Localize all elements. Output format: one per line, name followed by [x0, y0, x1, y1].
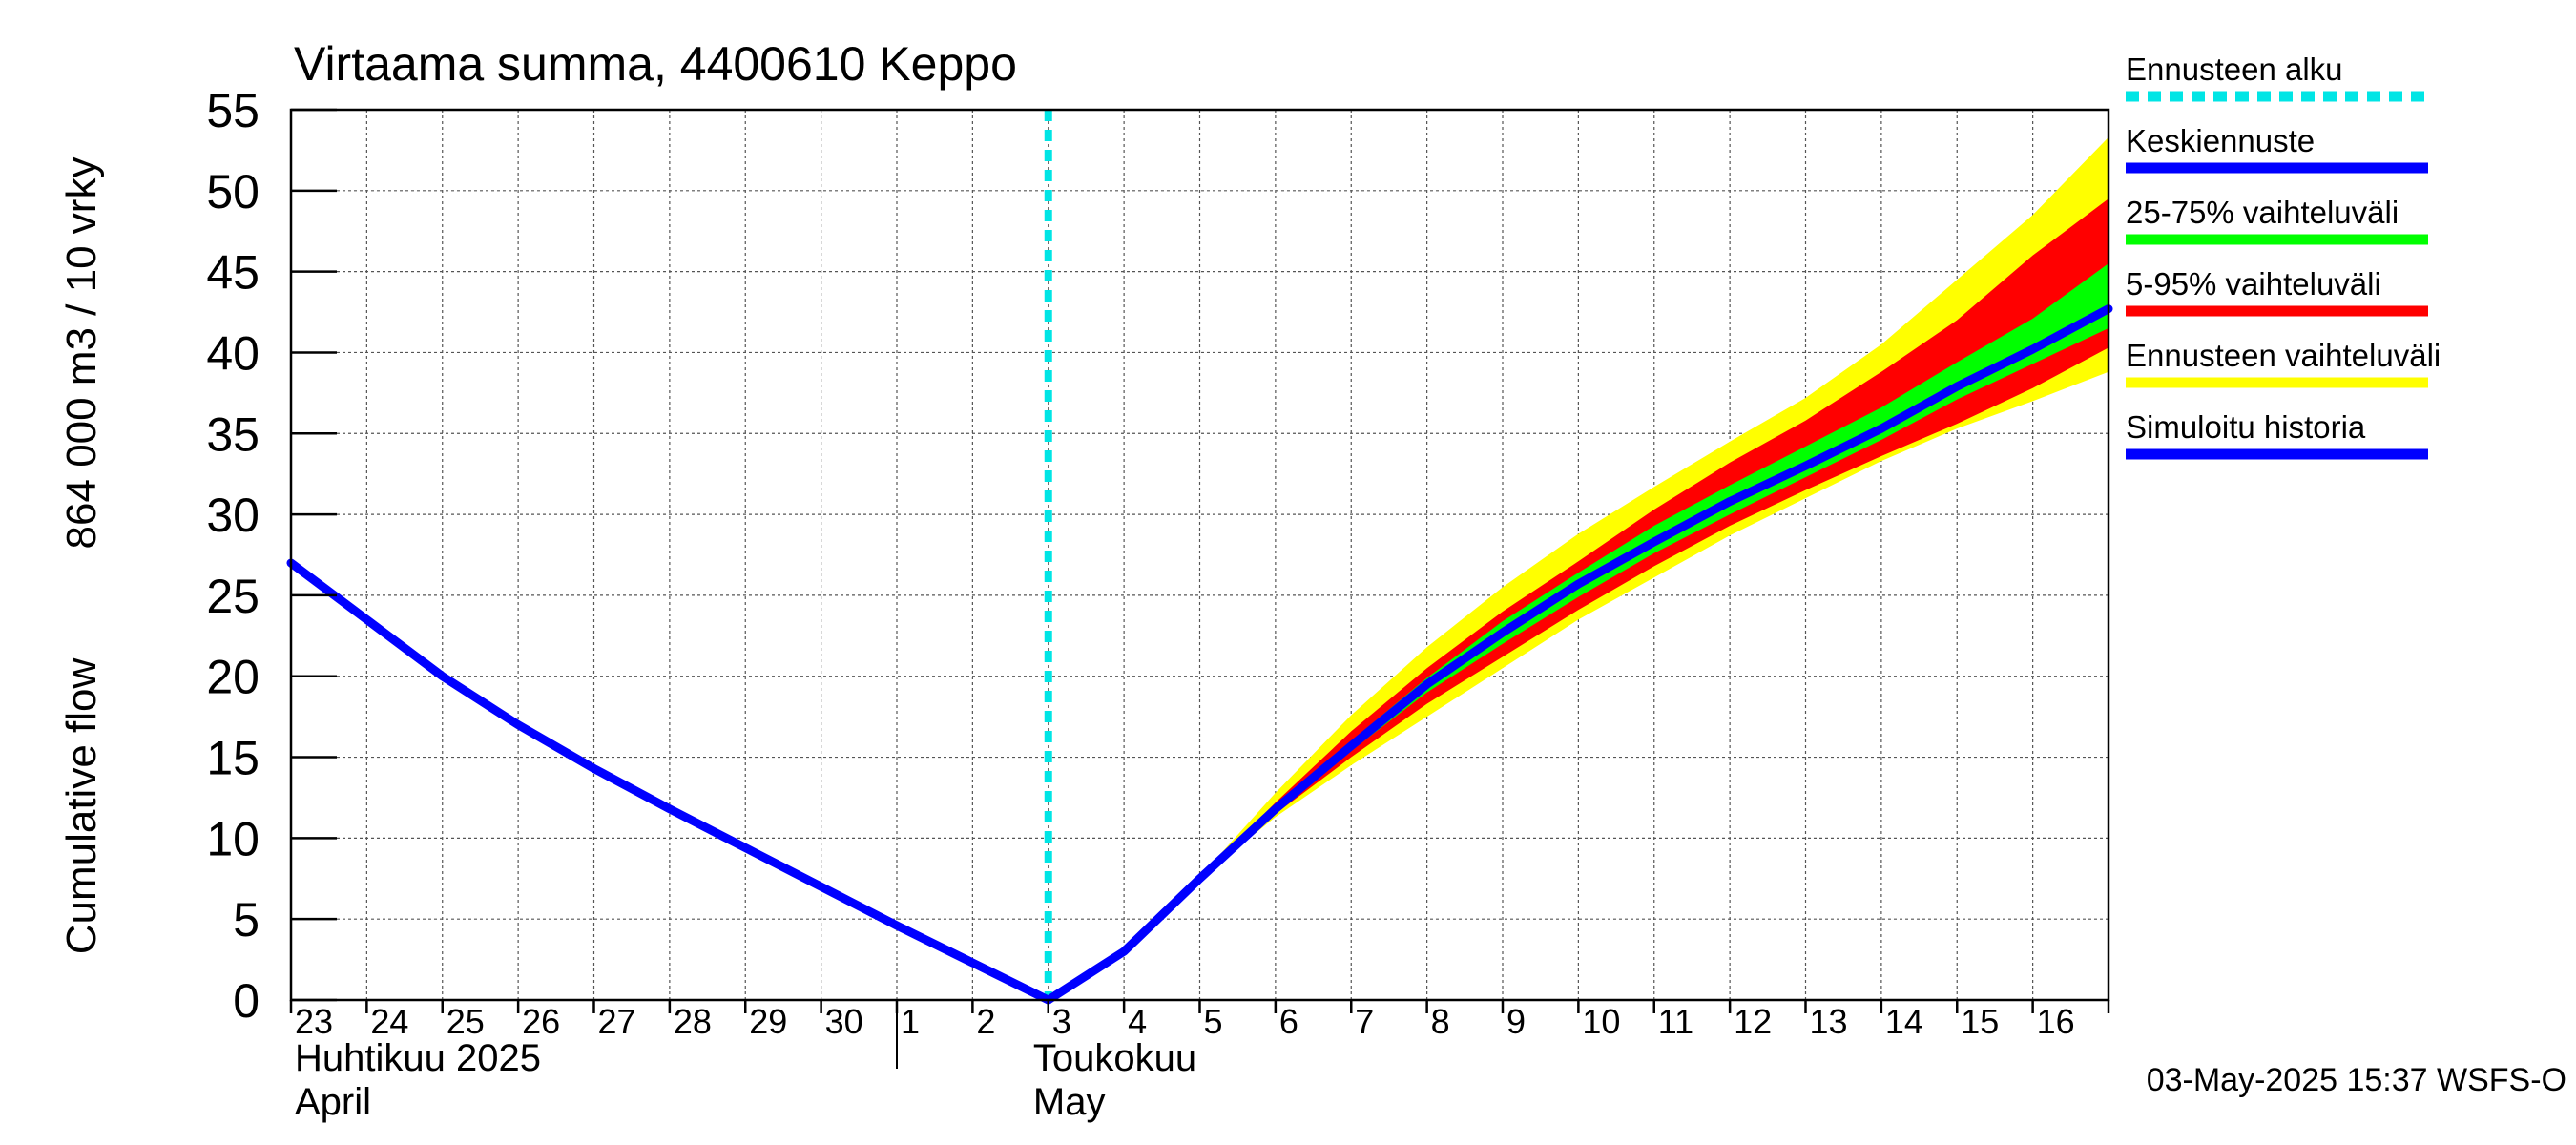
- y-axis-label-line1: Cumulative flow: [58, 658, 105, 955]
- x-tick-label: 25: [447, 1002, 485, 1041]
- y-tick-labels: 0 5 10 15 20 25 30 35 40 45 50 55: [206, 84, 260, 1028]
- plot-area: [291, 110, 2109, 1000]
- x-tick-label: 12: [1734, 1002, 1772, 1041]
- legend-label: Ennusteen vaihteluväli: [2126, 338, 2441, 373]
- month-label-fi: Huhtikuu 2025: [295, 1037, 541, 1079]
- x-tick-label: 6: [1279, 1002, 1298, 1041]
- y-tick-label: 55: [206, 84, 260, 137]
- x-tick-label: 14: [1885, 1002, 1923, 1041]
- x-tick-label: 9: [1506, 1002, 1526, 1041]
- y-tick-label: 5: [233, 893, 260, 947]
- x-tick-label: 27: [598, 1002, 636, 1041]
- y-tick-label: 45: [206, 246, 260, 300]
- month-label-en: April: [295, 1081, 371, 1123]
- legend: Ennusteen alku Keskiennuste 25-75% vaihtel…: [2126, 52, 2441, 460]
- x-tick-label: 3: [1052, 1002, 1071, 1041]
- x-tick-label: 4: [1128, 1002, 1147, 1041]
- y-tick-label: 25: [206, 570, 260, 623]
- legend-label: 5-95% vaihteluväli: [2126, 266, 2381, 302]
- legend-label: Keskiennuste: [2126, 123, 2315, 158]
- band-5-95% vaihteluväli: [1048, 198, 2109, 1001]
- x-tick-label: 5: [1204, 1002, 1223, 1041]
- y-tick-label: 15: [206, 732, 260, 785]
- x-tick-label: 2: [976, 1002, 995, 1041]
- x-tick-label: 10: [1582, 1002, 1620, 1041]
- y-tick-label: 50: [206, 165, 260, 219]
- axes-frame: [289, 108, 2110, 1069]
- x-tick-label: 11: [1658, 1002, 1693, 1041]
- x-tick-label: 8: [1431, 1002, 1450, 1041]
- x-tick-labels: 23 24 25 26 27 28 29 30 1 2 3 4 5 6 7 8 9 10 11 12 13 14 15 16: [295, 1002, 2075, 1041]
- x-tick-label: 16: [2037, 1002, 2075, 1041]
- x-tick-label: 29: [749, 1002, 787, 1041]
- x-tick-label: 30: [825, 1002, 863, 1041]
- x-tick-label: 28: [674, 1002, 712, 1041]
- legend-label: Simuloitu historia: [2126, 409, 2366, 445]
- month-label-en: May: [1033, 1081, 1106, 1123]
- y-tick-label: 20: [206, 651, 260, 704]
- month-label-fi: Toukokuu: [1033, 1037, 1196, 1079]
- chart-title: Virtaama summa, 4400610 Keppo: [294, 37, 1017, 91]
- series-line-Keskiennuste: [1044, 304, 2113, 1005]
- series-lines: [286, 110, 2113, 1005]
- x-tick-label: 7: [1355, 1002, 1374, 1041]
- footer-timestamp: 03-May-2025 15:37 WSFS-O: [2147, 1062, 2566, 1098]
- y-axis-label: Cumulative flow 864 000 m3 / 10 vrky: [58, 157, 105, 955]
- x-tick-label: 13: [1810, 1002, 1848, 1041]
- series-line-Simuloitu historia: [286, 558, 1053, 1005]
- y-tick-label: 30: [206, 489, 260, 542]
- y-axis-label-line2: 864 000 m3 / 10 vrky: [58, 157, 105, 550]
- y-tick-label: 10: [206, 812, 260, 865]
- plot-background: [291, 110, 2109, 1000]
- y-tick-label: 35: [206, 407, 260, 461]
- x-tick-label: 26: [522, 1002, 560, 1041]
- legend-label: Ennusteen alku: [2126, 52, 2343, 87]
- y-tick-label: 0: [233, 974, 260, 1028]
- y-tick-label: 40: [206, 326, 260, 380]
- legend-label: 25-75% vaihteluväli: [2126, 195, 2399, 230]
- x-tick-label: 23: [295, 1002, 333, 1041]
- x-tick-label: 1: [901, 1002, 920, 1041]
- x-tick-label: 15: [1961, 1002, 1999, 1041]
- x-tick-label: 24: [370, 1002, 408, 1041]
